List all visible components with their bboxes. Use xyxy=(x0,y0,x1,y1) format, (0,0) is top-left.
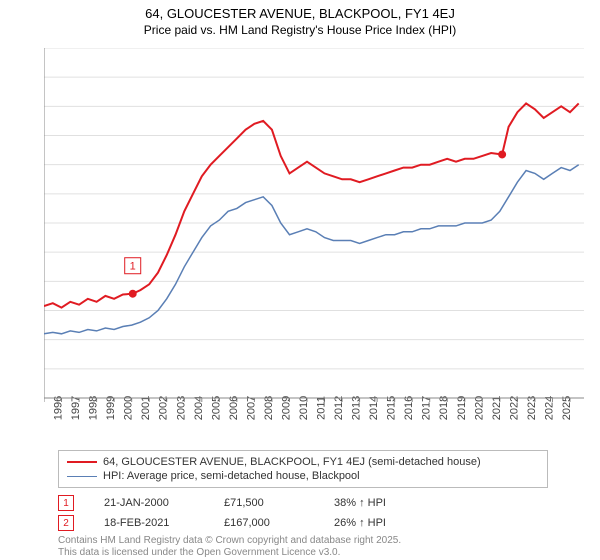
svg-text:2006: 2006 xyxy=(228,396,240,420)
svg-text:2016: 2016 xyxy=(403,396,415,420)
marker-badge: 2 xyxy=(58,515,74,531)
svg-text:1995: 1995 xyxy=(44,396,47,420)
title-block: 64, GLOUCESTER AVENUE, BLACKPOOL, FY1 4E… xyxy=(0,0,600,37)
svg-text:1: 1 xyxy=(130,261,136,273)
legend-item: HPI: Average price, semi-detached house,… xyxy=(67,469,539,483)
transaction-table: 1 21-JAN-2000 £71,500 38% ↑ HPI 2 18-FEB… xyxy=(58,495,386,535)
svg-text:2013: 2013 xyxy=(351,396,363,420)
svg-text:1999: 1999 xyxy=(105,396,117,420)
legend: 64, GLOUCESTER AVENUE, BLACKPOOL, FY1 4E… xyxy=(58,450,548,488)
svg-text:2023: 2023 xyxy=(526,396,538,420)
transaction-delta: 26% ↑ HPI xyxy=(334,517,386,529)
svg-text:2009: 2009 xyxy=(280,396,292,420)
svg-text:1997: 1997 xyxy=(70,396,82,420)
svg-text:2008: 2008 xyxy=(263,396,275,420)
transaction-row: 1 21-JAN-2000 £71,500 38% ↑ HPI xyxy=(58,495,386,511)
transaction-price: £71,500 xyxy=(224,497,304,509)
svg-text:2024: 2024 xyxy=(543,396,555,420)
svg-text:2022: 2022 xyxy=(508,396,520,420)
legend-label: HPI: Average price, semi-detached house,… xyxy=(103,470,360,482)
legend-item: 64, GLOUCESTER AVENUE, BLACKPOOL, FY1 4E… xyxy=(67,455,539,469)
svg-text:2014: 2014 xyxy=(368,396,380,420)
copyright-line: Contains HM Land Registry data © Crown c… xyxy=(58,535,401,547)
svg-text:2017: 2017 xyxy=(421,396,433,420)
svg-text:2010: 2010 xyxy=(298,396,310,420)
svg-text:2019: 2019 xyxy=(456,396,468,420)
transaction-row: 2 18-FEB-2021 £167,000 26% ↑ HPI xyxy=(58,515,386,531)
svg-text:2004: 2004 xyxy=(193,396,205,420)
copyright: Contains HM Land Registry data © Crown c… xyxy=(58,535,401,559)
transaction-date: 21-JAN-2000 xyxy=(104,497,194,509)
svg-text:1996: 1996 xyxy=(53,396,65,420)
svg-text:2012: 2012 xyxy=(333,396,345,420)
svg-text:2000: 2000 xyxy=(123,396,135,420)
svg-text:2011: 2011 xyxy=(316,396,328,420)
transaction-delta: 38% ↑ HPI xyxy=(334,497,386,509)
svg-text:2025: 2025 xyxy=(561,396,573,420)
legend-swatch xyxy=(67,476,97,477)
svg-text:2007: 2007 xyxy=(245,396,257,420)
legend-label: 64, GLOUCESTER AVENUE, BLACKPOOL, FY1 4E… xyxy=(103,456,481,468)
copyright-line: This data is licensed under the Open Gov… xyxy=(58,547,401,559)
chart-svg: £0£20K£40K£60K£80K£100K£120K£140K£160K£1… xyxy=(44,48,584,438)
svg-text:2015: 2015 xyxy=(386,396,398,420)
marker-badge: 1 xyxy=(58,495,74,511)
legend-swatch xyxy=(67,461,97,463)
chart-title: 64, GLOUCESTER AVENUE, BLACKPOOL, FY1 4E… xyxy=(0,6,600,21)
chart-container: 64, GLOUCESTER AVENUE, BLACKPOOL, FY1 4E… xyxy=(0,0,600,560)
svg-text:2003: 2003 xyxy=(175,396,187,420)
svg-text:1998: 1998 xyxy=(88,396,100,420)
chart-subtitle: Price paid vs. HM Land Registry's House … xyxy=(0,23,600,37)
svg-text:2001: 2001 xyxy=(140,396,152,420)
transaction-price: £167,000 xyxy=(224,517,304,529)
svg-text:2002: 2002 xyxy=(158,396,170,420)
svg-text:2005: 2005 xyxy=(210,396,222,420)
svg-text:2021: 2021 xyxy=(491,396,503,420)
transaction-date: 18-FEB-2021 xyxy=(104,517,194,529)
svg-text:2020: 2020 xyxy=(473,396,485,420)
chart-plot-area: £0£20K£40K£60K£80K£100K£120K£140K£160K£1… xyxy=(44,48,584,398)
svg-text:2018: 2018 xyxy=(438,396,450,420)
